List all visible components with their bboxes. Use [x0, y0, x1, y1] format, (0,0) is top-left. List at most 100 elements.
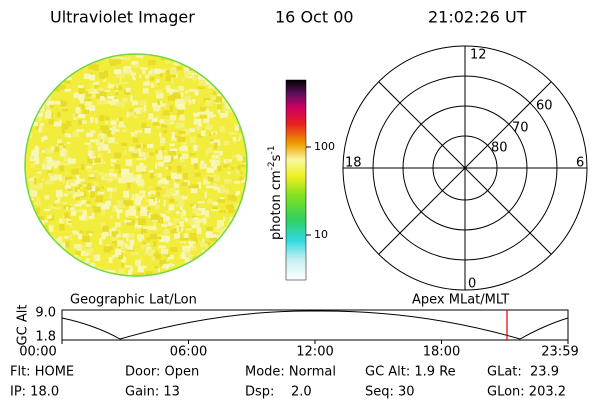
x-tick-label: 00:00: [19, 345, 56, 360]
texture: [186, 129, 194, 132]
texture: [223, 159, 227, 164]
texture: [30, 201, 37, 206]
texture: [242, 156, 246, 163]
texture: [49, 175, 57, 181]
texture: [89, 74, 96, 81]
texture: [75, 249, 81, 256]
texture: [118, 124, 126, 128]
uv-image: [25, 54, 256, 276]
texture: [30, 219, 35, 222]
texture: [111, 237, 118, 241]
texture: [53, 207, 61, 210]
texture: [231, 95, 239, 101]
texture: [211, 252, 218, 257]
texture: [155, 186, 162, 191]
texture: [205, 185, 213, 189]
texture: [130, 72, 136, 76]
texture: [241, 269, 246, 276]
texture: [108, 270, 116, 273]
texture: [191, 222, 200, 229]
texture: [69, 235, 73, 240]
texture: [43, 66, 50, 69]
texture: [60, 242, 67, 249]
texture: [132, 74, 135, 79]
texture: [139, 162, 144, 166]
texture: [37, 73, 42, 80]
texture: [139, 74, 142, 79]
texture: [169, 263, 175, 266]
texture: [217, 220, 225, 227]
texture: [172, 94, 181, 102]
texture: [199, 55, 206, 58]
texture: [38, 258, 45, 265]
texture: [166, 254, 171, 257]
texture: [36, 81, 39, 86]
texture: [43, 63, 48, 67]
texture: [101, 209, 106, 214]
texture: [149, 169, 154, 174]
texture: [130, 132, 138, 137]
texture: [101, 186, 104, 189]
texture: [220, 253, 224, 260]
texture: [192, 184, 199, 189]
texture: [156, 154, 163, 161]
texture: [182, 78, 186, 81]
texture: [196, 61, 203, 64]
texture: [165, 60, 170, 64]
texture: [149, 172, 154, 179]
status-field: GLon: 203.2: [487, 385, 566, 400]
texture: [79, 215, 87, 221]
texture: [182, 272, 190, 276]
texture: [80, 164, 85, 170]
texture: [223, 105, 227, 112]
texture: [69, 269, 76, 275]
texture: [86, 132, 94, 138]
texture: [163, 180, 169, 185]
texture: [248, 171, 256, 176]
texture: [230, 54, 234, 58]
texture: [65, 176, 73, 181]
texture: [177, 54, 185, 59]
texture: [77, 233, 83, 240]
texture: [241, 87, 247, 93]
texture: [89, 117, 94, 123]
texture: [210, 95, 217, 100]
texture: [81, 120, 87, 125]
texture: [206, 176, 214, 182]
texture: [160, 178, 167, 181]
texture: [84, 142, 92, 145]
texture: [221, 188, 230, 194]
texture: [130, 95, 133, 102]
texture: [49, 104, 54, 109]
texture: [162, 146, 165, 151]
texture: [169, 115, 177, 121]
mlt-label: 18: [345, 156, 362, 171]
texture: [230, 227, 238, 232]
colorbar-label: photon cm-2s-1: [267, 146, 284, 240]
texture: [198, 263, 203, 268]
texture: [212, 226, 221, 233]
texture: [188, 245, 197, 251]
texture: [93, 82, 99, 85]
texture: [204, 109, 210, 115]
texture: [132, 137, 139, 143]
texture: [217, 188, 221, 193]
texture: [230, 233, 234, 239]
texture: [75, 106, 81, 114]
texture: [59, 152, 66, 156]
texture: [155, 81, 160, 85]
texture: [58, 275, 65, 276]
texture: [187, 273, 191, 276]
texture: [197, 111, 206, 115]
texture: [188, 99, 192, 105]
texture: [124, 90, 131, 95]
texture: [205, 60, 213, 65]
texture: [199, 163, 207, 169]
texture: [164, 216, 170, 222]
texture: [29, 251, 36, 254]
status-field: GLat: 23.9: [487, 365, 559, 380]
texture: [135, 193, 143, 201]
texture: [159, 263, 163, 266]
texture: [47, 215, 52, 219]
texture: [188, 217, 195, 225]
